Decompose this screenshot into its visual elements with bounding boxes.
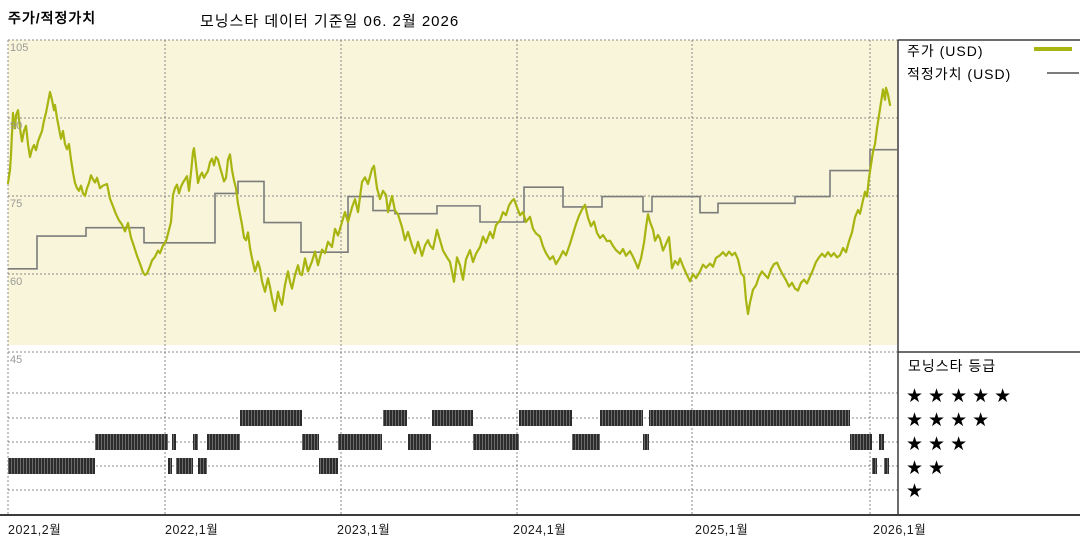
x-tick-2026-1: 2026,1월: [873, 523, 927, 537]
price-legend-label: 주가 (USD): [907, 43, 984, 59]
x-tick-2023-1: 2023,1월: [337, 523, 391, 537]
y-tick-105: 105: [10, 42, 29, 54]
as-of-date-label: 모닝스타 데이터 기준일 06. 2월 2026: [200, 13, 460, 30]
y-tick-45: 45: [10, 354, 23, 366]
x-tick-2024-1: 2024,1월: [513, 523, 567, 537]
y-tick-60: 60: [10, 276, 23, 288]
rating-legend-title: 모닝스타 등급: [908, 358, 997, 374]
fair-value-legend-label: 적정가치 (USD): [907, 66, 1012, 82]
y-tick-90: 90: [10, 120, 23, 132]
x-tick-2025-1: 2025,1월: [695, 523, 749, 537]
rating-row-3-stars: ★★★: [906, 434, 973, 455]
price-legend-swatch: [1034, 47, 1072, 51]
rating-row-4-stars: ★★★★: [906, 410, 995, 431]
y-tick-75: 75: [10, 198, 23, 210]
rating-row-5-stars: ★★★★★: [906, 386, 1017, 407]
x-tick-2022-1: 2022,1월: [165, 523, 219, 537]
fair-value-legend-swatch: [1047, 72, 1079, 74]
page-title: 주가/적정가치: [8, 10, 97, 26]
rating-row-2-stars: ★★: [906, 458, 951, 479]
rating-row-1-star: ★: [906, 481, 929, 502]
x-tick-2021-2: 2021,2월: [8, 523, 62, 537]
